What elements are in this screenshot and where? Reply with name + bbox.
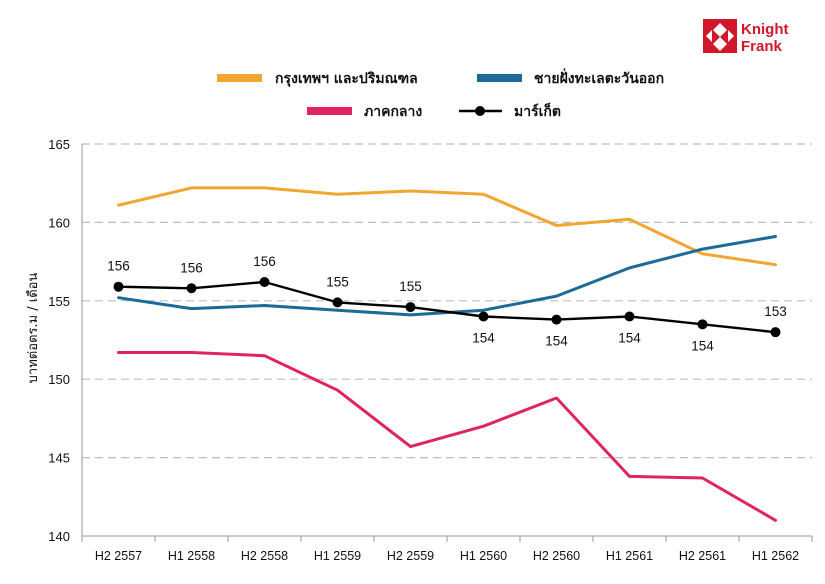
- data-point-market: [113, 281, 124, 292]
- data-label-market: 156: [180, 260, 203, 275]
- y-tick-label: 155: [48, 294, 70, 309]
- data-label-market: 155: [399, 279, 422, 294]
- legend-item-east-coast: ชายฝั่งทะเลตะวันออก: [477, 68, 664, 87]
- data-point-market: [186, 283, 197, 294]
- series-line-bangkok: [117, 186, 777, 267]
- data-point-market: [259, 276, 270, 287]
- data-point-market: [478, 311, 489, 322]
- series-line-central: [117, 351, 777, 522]
- x-tick-label: H2 2557: [95, 549, 142, 563]
- x-tick-label: H1 2558: [168, 549, 215, 563]
- data-label-market: 154: [618, 330, 641, 345]
- legend-label-east-coast: ชายฝั่งทะเลตะวันออก: [534, 68, 664, 87]
- logo-text-line1: Knight: [741, 21, 788, 38]
- legend-item-bangkok: กรุงเทพฯ และปริมณฑล: [217, 71, 418, 87]
- data-label-market: 154: [691, 338, 714, 353]
- logo-mark-icon: [703, 19, 737, 53]
- x-tick-label: H2 2559: [387, 549, 434, 563]
- data-point-market: [770, 327, 781, 338]
- data-point-market: [697, 319, 708, 330]
- legend-item-market: มาร์เก็ต: [459, 102, 561, 120]
- y-tick-label: 150: [48, 372, 70, 387]
- logo-text-line2: Frank: [741, 38, 783, 55]
- series-layer: [113, 186, 781, 522]
- data-point-market: [551, 314, 562, 325]
- y-tick-label: 165: [48, 137, 70, 152]
- series-line-market: [117, 280, 777, 334]
- x-tick-label: H1 2561: [606, 549, 653, 563]
- x-tick-label: H2 2561: [679, 549, 726, 563]
- y-tick-label: 145: [48, 451, 70, 466]
- y-tick-label: 140: [48, 529, 70, 544]
- data-label-market: 154: [545, 334, 568, 349]
- x-tick-label: H2 2558: [241, 549, 288, 563]
- legend-label-bangkok: กรุงเทพฯ และปริมณฑล: [275, 71, 418, 87]
- gridlines: [82, 143, 812, 459]
- legend-item-central: ภาคกลาง: [307, 104, 422, 120]
- axes: 140 145 150 155 160 165 H2 2557 H1 2558 H2 2558 H…: [48, 137, 813, 563]
- x-tick-label: H2 2560: [533, 549, 580, 563]
- series-line-east-coast: [117, 235, 777, 317]
- data-point-market: [405, 302, 416, 313]
- x-tick-label: H1 2562: [752, 549, 799, 563]
- y-axis-title: บาทต่อตร.ม / เดือน: [25, 273, 41, 384]
- data-label-market: 154: [472, 330, 495, 345]
- data-point-market: [332, 297, 343, 308]
- data-point-market: [624, 311, 635, 322]
- data-label-market: 153: [764, 304, 787, 319]
- x-tick-label: H1 2559: [314, 549, 361, 563]
- y-tick-label: 160: [48, 215, 70, 230]
- legend-marker-market: [475, 106, 485, 116]
- legend-label-market: มาร์เก็ต: [514, 102, 561, 120]
- knight-frank-logo: Knight Frank: [703, 19, 788, 55]
- data-label-market: 155: [326, 274, 349, 289]
- legend-label-central: ภาคกลาง: [364, 104, 422, 120]
- x-tick-label: H1 2560: [460, 549, 507, 563]
- legend: กรุงเทพฯ และปริมณฑล ชายฝั่งทะเลตะวันออก …: [217, 68, 664, 120]
- data-labels: 156 156 156 155 155 154 154 154 154 153: [107, 254, 787, 353]
- data-label-market: 156: [107, 259, 130, 274]
- data-label-market: 156: [253, 254, 276, 269]
